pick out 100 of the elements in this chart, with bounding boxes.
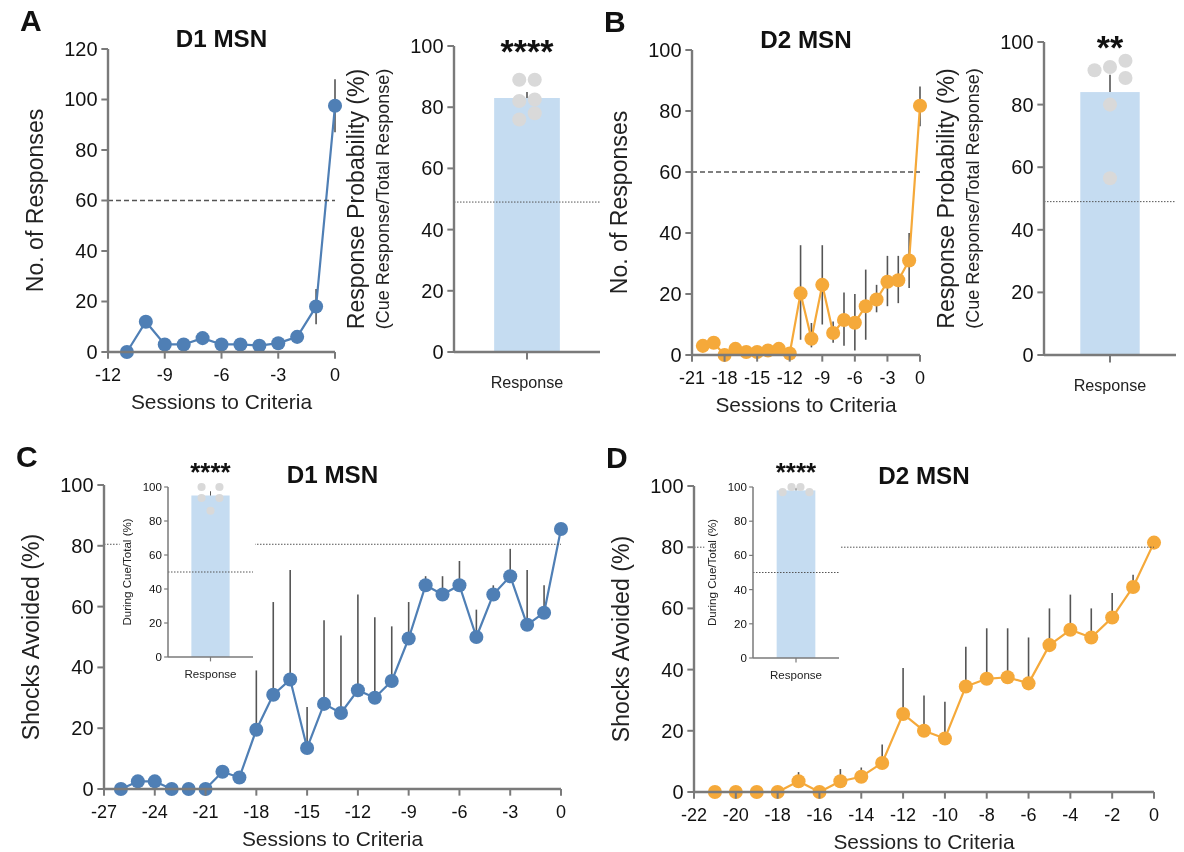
y-tick-label: 40 [75, 239, 98, 262]
point [418, 578, 433, 593]
x-tick-label: -12 [344, 801, 371, 822]
point [215, 764, 230, 779]
point [384, 674, 399, 689]
x-tick-label: -3 [502, 801, 519, 822]
point [858, 299, 873, 314]
y-tick-label: 20 [734, 617, 747, 630]
text: C [16, 440, 38, 473]
point [891, 273, 906, 288]
x-tick-label: -12 [94, 364, 122, 385]
chart-title: D2 MSN [760, 26, 852, 53]
x-tick-label: -8 [978, 804, 995, 825]
point [937, 731, 952, 746]
point [833, 774, 848, 789]
y-tick-label: 20 [71, 717, 94, 740]
x-tick-label: -2 [1104, 804, 1121, 825]
y-tick-label: 100 [410, 34, 444, 57]
point [469, 629, 484, 645]
point [290, 329, 305, 344]
annotation: ** [1096, 28, 1124, 66]
y-tick-label: 120 [64, 37, 98, 60]
y-tick-label: 80 [149, 515, 162, 528]
y-tick-label: 60 [1011, 156, 1034, 179]
y-axis-title: Shocks Avoided (%) [608, 535, 635, 743]
y-tick-label: 0 [1022, 343, 1034, 366]
x-axis-title: Sessions to Criteria [241, 827, 424, 851]
x-tick-label: -15 [744, 367, 771, 388]
y-tick-label: 60 [71, 595, 94, 618]
point [252, 338, 267, 353]
point [317, 696, 332, 711]
y-tick-label: 80 [659, 99, 682, 122]
y-tick-label: 80 [421, 96, 444, 119]
point [1146, 535, 1162, 550]
point [791, 774, 806, 789]
annotation: **** [500, 32, 555, 70]
point [232, 770, 247, 785]
y-axis-title: Shocks Avoided (%) [18, 533, 45, 741]
point [854, 769, 869, 784]
point [486, 587, 501, 602]
chart-title: D1 MSN [175, 25, 268, 52]
point [1063, 622, 1078, 637]
point [1084, 630, 1099, 645]
point [706, 335, 721, 350]
y-tick-label: 40 [1011, 218, 1034, 241]
x-tick-label: -12 [776, 367, 803, 388]
y-tick-label: 60 [75, 189, 98, 212]
x-tick-label: -3 [879, 367, 896, 388]
x-tick-label: 0 [1148, 804, 1160, 825]
point [271, 336, 286, 351]
point [520, 617, 535, 632]
point [176, 337, 191, 352]
x-tick-label: -6 [451, 801, 468, 822]
x-tick-label: -3 [270, 364, 287, 385]
x-tick-label: -22 [680, 804, 708, 825]
y-tick-label: 0 [155, 651, 162, 664]
x-tick-label: 0 [555, 801, 567, 822]
x-tick-label: -20 [722, 804, 749, 825]
point [367, 690, 382, 705]
x-tick-label: Response [184, 667, 237, 680]
point [1042, 638, 1057, 653]
point [214, 337, 229, 352]
point [695, 338, 710, 353]
y-tick-label: 60 [734, 549, 747, 562]
x-tick-label: Response [770, 668, 822, 681]
point [875, 755, 890, 770]
chart-title: D2 MSN [878, 462, 970, 489]
y-tick-label: 100 [64, 88, 98, 111]
point [847, 315, 862, 330]
y-tick-label: 100 [142, 481, 162, 494]
y-axis-title: Response Probability (%) (Cue Response/Total Response) [343, 68, 394, 330]
y-tick-label: 40 [734, 583, 747, 596]
point [147, 774, 162, 789]
y-tick-label: 60 [659, 160, 682, 183]
x-axis-title: Sessions to Criteria [715, 393, 897, 417]
y-tick-label: 20 [149, 617, 162, 630]
x-tick-label: -9 [156, 364, 173, 385]
annotation: **** [775, 457, 818, 487]
x-tick-label: -10 [931, 804, 958, 825]
x-tick-label: -12 [890, 804, 917, 825]
x-tick-label: -4 [1062, 804, 1079, 825]
point [327, 98, 343, 113]
y-tick-label: 20 [661, 719, 684, 742]
text: D [606, 441, 628, 474]
point [309, 299, 324, 314]
x-tick-label: -14 [848, 804, 875, 825]
y-tick-label: 60 [149, 549, 162, 562]
x-tick-label: -21 [678, 367, 706, 388]
y-tick-label: 40 [149, 583, 162, 596]
y-tick-label: 0 [740, 652, 747, 665]
y-tick-label: 40 [659, 221, 682, 244]
y-tick-label: 0 [672, 780, 684, 803]
point [804, 331, 819, 346]
x-tick-label: -9 [814, 367, 831, 388]
y-axis-title: No. of Responses [22, 108, 49, 293]
y-axis-title: No. of Responses [606, 110, 633, 295]
y-tick-label: 100 [650, 474, 684, 497]
point [1000, 670, 1015, 685]
x-tick-label: -6 [1020, 804, 1037, 825]
point [1126, 579, 1141, 595]
